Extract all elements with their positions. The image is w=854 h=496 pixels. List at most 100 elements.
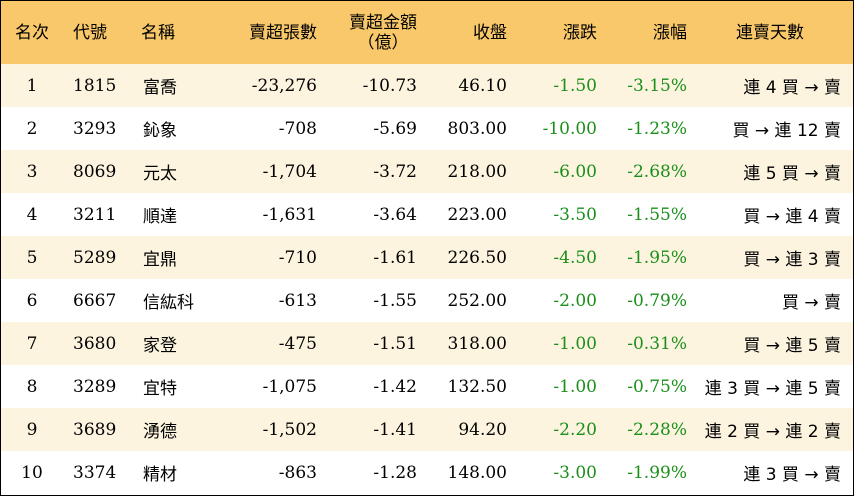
cell-net-sell-amount: -3.64 — [373, 204, 417, 225]
cell-change-pct: -0.31% — [627, 333, 687, 354]
cell-net-sell-amount: -1.28 — [373, 462, 417, 483]
cell-change-pct: -2.28% — [627, 419, 687, 440]
cell-rank: 6 — [26, 290, 38, 311]
cell-rank: 1 — [26, 75, 38, 96]
cell-close: 46.10 — [458, 75, 507, 96]
table-row: 8 3289 宜特 -1,075 -1.42 132.50 -1.00 -0.75% 連 3 買… — [1, 365, 853, 408]
col-header-change: 漲跌 — [563, 22, 597, 43]
col-header-code: 代號 — [73, 22, 107, 43]
cell-net-sell-shares: -710 — [278, 247, 317, 268]
cell-net-sell-amount: -1.41 — [373, 419, 417, 440]
cell-code: 6667 — [73, 290, 117, 311]
table-row: 5 5289 宜鼎 -710 -1.61 226.50 -4.50 -1.95% 買 → 連 3… — [1, 236, 853, 279]
cell-close: 803.00 — [447, 118, 507, 139]
cell-rank: 4 — [26, 204, 38, 225]
cell-code: 3689 — [73, 419, 117, 440]
cell-net-sell-amount: -1.51 — [373, 333, 417, 354]
col-header-net-sell-shares: 賣超張數 — [249, 22, 317, 43]
cell-close: 226.50 — [447, 247, 507, 268]
col-header-rank: 名次 — [15, 22, 49, 43]
table-row: 4 3211 順達 -1,631 -3.64 223.00 -3.50 -1.55% 買 → 連… — [1, 193, 853, 236]
cell-stock-name: 元太 — [143, 164, 177, 184]
cell-stock-name: 富喬 — [143, 78, 177, 98]
table-body: 1 1815 富喬 -23,276 -10.73 46.10 -1.50 -3.15% 連 4 … — [1, 64, 853, 494]
cell-code: 3293 — [73, 118, 117, 139]
col-header-net-sell-amount: 賣超金額 （億） — [317, 1, 417, 64]
col-header-name: 名稱 — [141, 22, 175, 43]
cell-close: 252.00 — [447, 290, 507, 311]
cell-net-sell-amount: -1.55 — [373, 290, 417, 311]
cell-stock-name: 宜鼎 — [143, 250, 177, 270]
cell-change-pct: -1.23% — [627, 118, 687, 139]
cell-close: 218.00 — [447, 161, 507, 182]
cell-net-sell-shares: -1,704 — [262, 161, 317, 182]
cell-change-pct: -1.99% — [627, 462, 687, 483]
cell-code: 8069 — [73, 161, 117, 182]
cell-net-sell-shares: -23,276 — [251, 75, 317, 96]
cell-change-pct: -1.95% — [627, 247, 687, 268]
cell-change: -10.00 — [542, 118, 597, 139]
cell-rank: 8 — [26, 376, 38, 397]
cell-change-pct: -0.75% — [627, 376, 687, 397]
cell-streak: 買 → 賣 — [781, 293, 841, 313]
cell-stock-name: 鈊象 — [143, 121, 177, 141]
cell-change: -1.50 — [553, 75, 597, 96]
table-header: 名次 代號 名稱 賣超張數 賣超金額 （億） 收盤 漲跌 漲幅 連賣天數 — [1, 1, 853, 64]
cell-streak: 連 4 買 → 賣 — [743, 78, 841, 98]
cell-code: 3680 — [73, 333, 117, 354]
col-header-change-pct: 漲幅 — [653, 22, 687, 43]
cell-rank: 5 — [26, 247, 38, 268]
cell-streak: 連 3 買 → 連 5 賣 — [704, 379, 841, 399]
table-row: 7 3680 家登 -475 -1.51 318.00 -1.00 -0.31% 買 → 連 5… — [1, 322, 853, 365]
cell-change: -2.20 — [553, 419, 597, 440]
cell-rank: 9 — [26, 419, 38, 440]
table-row: 3 8069 元太 -1,704 -3.72 218.00 -6.00 -2.68% 連 5 買… — [1, 150, 853, 193]
table-row: 6 6667 信紘科 -613 -1.55 252.00 -2.00 -0.79% 買 → 賣 — [1, 279, 853, 322]
cell-rank: 7 — [26, 333, 38, 354]
net-sell-amount-header-line2: （億） — [357, 32, 409, 53]
cell-change: -3.50 — [553, 204, 597, 225]
cell-change-pct: -0.79% — [627, 290, 687, 311]
table-row: 10 3374 精材 -863 -1.28 148.00 -3.00 -1.99% 連 3 買 … — [1, 451, 853, 494]
cell-close: 94.20 — [458, 419, 507, 440]
cell-change: -3.00 — [553, 462, 597, 483]
cell-rank: 10 — [21, 462, 43, 483]
cell-streak: 連 3 買 → 賣 — [743, 465, 841, 485]
cell-rank: 2 — [26, 118, 38, 139]
cell-streak: 連 2 買 → 連 2 賣 — [704, 422, 841, 442]
table-row: 9 3689 湧德 -1,502 -1.41 94.20 -2.20 -2.28% 連 2 買 … — [1, 408, 853, 451]
cell-stock-name: 湧德 — [143, 422, 177, 442]
cell-close: 148.00 — [447, 462, 507, 483]
cell-change: -4.50 — [553, 247, 597, 268]
table-row: 1 1815 富喬 -23,276 -10.73 46.10 -1.50 -3.15% 連 4 … — [1, 64, 853, 107]
cell-code: 3374 — [73, 462, 117, 483]
cell-code: 1815 — [73, 75, 117, 96]
cell-stock-name: 家登 — [143, 336, 177, 356]
cell-close: 223.00 — [447, 204, 507, 225]
cell-net-sell-amount: -1.42 — [373, 376, 417, 397]
cell-close: 318.00 — [447, 333, 507, 354]
col-header-streak: 連賣天數 — [736, 22, 804, 43]
net-sell-amount-header-line1: 賣超金額 — [349, 12, 417, 33]
cell-change: -2.00 — [553, 290, 597, 311]
cell-net-sell-shares: -613 — [278, 290, 317, 311]
cell-close: 132.50 — [447, 376, 507, 397]
col-header-close: 收盤 — [473, 22, 507, 43]
cell-net-sell-shares: -1,631 — [262, 204, 317, 225]
cell-net-sell-amount: -1.61 — [373, 247, 417, 268]
cell-rank: 3 — [26, 161, 38, 182]
cell-net-sell-amount: -5.69 — [373, 118, 417, 139]
cell-stock-name: 信紘科 — [143, 293, 194, 313]
cell-net-sell-amount: -10.73 — [362, 75, 417, 96]
table-row: 2 3293 鈊象 -708 -5.69 803.00 -10.00 -1.23% 買 → 連 … — [1, 107, 853, 150]
cell-change-pct: -3.15% — [627, 75, 687, 96]
cell-streak: 買 → 連 12 賣 — [732, 121, 842, 141]
cell-net-sell-shares: -475 — [278, 333, 317, 354]
cell-stock-name: 宜特 — [143, 379, 177, 399]
cell-net-sell-shares: -863 — [278, 462, 317, 483]
cell-change: -6.00 — [553, 161, 597, 182]
cell-streak: 買 → 連 5 賣 — [743, 336, 841, 356]
cell-code: 5289 — [73, 247, 117, 268]
